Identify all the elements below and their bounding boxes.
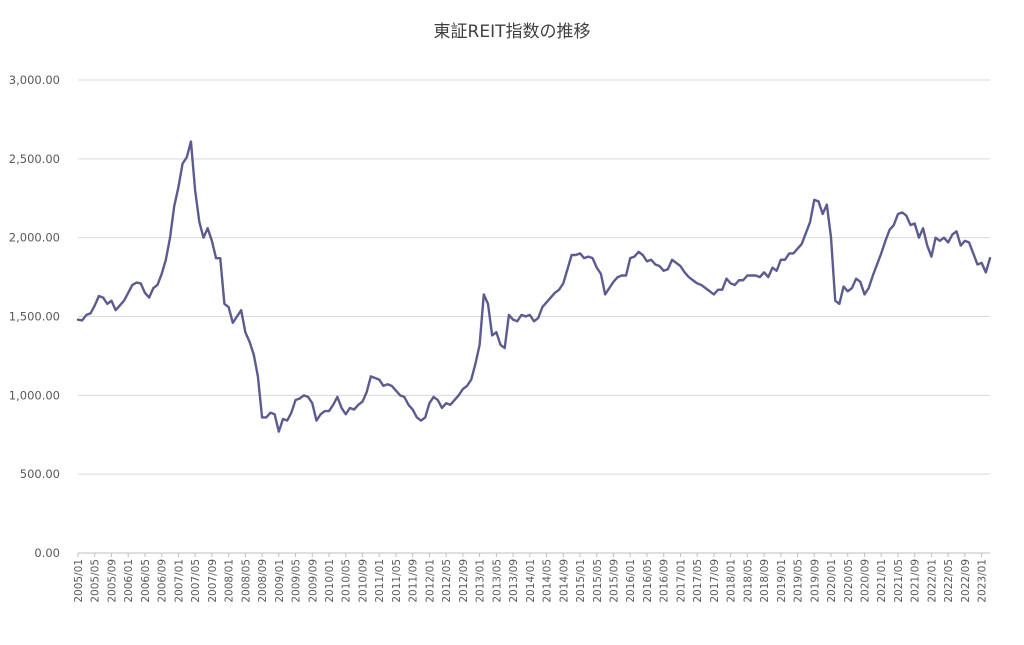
x-tick-label: 2010/01 [324,559,336,603]
x-tick-label: 2008/09 [257,559,269,603]
x-tick-label: 2017/09 [709,559,721,603]
x-tick-label: 2011/05 [391,559,403,603]
x-tick-label: 2020/01 [826,559,838,603]
y-axis-ticks: 0.00 500.00 1,000.00 1,500.00 2,000.00 2,500.… [9,73,60,560]
x-tick-label: 2014/09 [558,559,570,603]
x-tick-label: 2008/01 [224,559,236,603]
x-tick-label: 2019/01 [776,559,788,603]
y-tick-label: 0.00 [34,546,60,560]
x-tick-label: 2020/09 [859,559,871,603]
y-tick-label: 2,000.00 [9,231,60,245]
x-tick-label: 2019/05 [793,559,805,603]
x-tick-label: 2019/09 [809,559,821,603]
x-tick-label: 2016/01 [625,559,637,603]
y-tick-label: 1,000.00 [9,388,60,402]
x-tick-label: 2014/01 [525,559,537,603]
x-tick-label: 2005/05 [90,559,102,603]
y-tick-label: 1,500.00 [9,310,60,324]
series-layer [76,140,992,433]
x-tick-label: 2015/09 [608,559,620,603]
x-tick-label: 2007/09 [207,559,219,603]
x-axis-ticks: 2005/01 2005/05 2005/09 2006/01 2006/05 2006/… [73,553,989,603]
x-tick-label: 2018/09 [759,559,771,603]
x-tick-label: 2005/09 [106,559,118,603]
x-tick-label: 2016/05 [642,559,654,603]
x-tick-label: 2011/01 [374,559,386,603]
x-tick-label: 2020/05 [843,559,855,603]
x-tick-label: 2009/09 [307,559,319,603]
series-line [76,140,992,433]
x-tick-label: 2022/01 [926,559,938,603]
x-tick-label: 2016/09 [659,559,671,603]
x-tick-label: 2014/05 [542,559,554,603]
y-tick-label: 500.00 [20,467,60,481]
x-tick-label: 2012/09 [458,559,470,603]
x-tick-label: 2015/01 [575,559,587,603]
x-tick-label: 2018/05 [742,559,754,603]
x-tick-label: 2023/01 [977,559,989,603]
x-tick-label: 2022/05 [943,559,955,603]
x-tick-label: 2018/01 [726,559,738,603]
x-tick-label: 2006/09 [157,559,169,603]
x-tick-label: 2007/01 [173,559,185,603]
x-tick-label: 2021/05 [893,559,905,603]
x-tick-label: 2013/05 [491,559,503,603]
gridlines [78,79,990,554]
x-tick-label: 2006/01 [123,559,135,603]
x-tick-label: 2021/09 [910,559,922,603]
x-tick-label: 2007/05 [190,559,202,603]
x-tick-label: 2017/01 [675,559,687,603]
x-tick-label: 2010/09 [357,559,369,603]
x-tick-label: 2012/01 [424,559,436,603]
x-tick-label: 2005/01 [73,559,85,603]
x-tick-label: 2011/09 [408,559,420,603]
x-tick-label: 2017/05 [692,559,704,603]
chart-title: 東証REIT指数の推移 [434,22,591,42]
x-tick-label: 2013/01 [475,559,487,603]
x-tick-label: 2010/05 [341,559,353,603]
y-tick-label: 3,000.00 [9,73,60,87]
x-tick-label: 2021/01 [876,559,888,603]
x-tick-label: 2009/05 [291,559,303,603]
x-tick-label: 2015/05 [592,559,604,603]
x-tick-label: 2006/05 [140,559,152,603]
x-tick-label: 2009/01 [274,559,286,603]
x-tick-label: 2008/05 [240,559,252,603]
x-tick-label: 2012/05 [441,559,453,603]
x-tick-label: 2022/09 [960,559,972,603]
y-tick-label: 2,500.00 [9,152,60,166]
x-tick-label: 2013/09 [508,559,520,603]
